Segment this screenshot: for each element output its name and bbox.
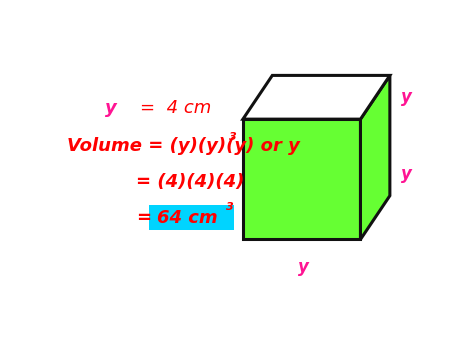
Text: =: = <box>137 208 152 226</box>
Polygon shape <box>243 75 390 119</box>
Polygon shape <box>243 119 360 239</box>
Text: y: y <box>401 165 412 183</box>
Text: Volume = (y)(y)(y) or y: Volume = (y)(y)(y) or y <box>66 137 300 155</box>
Text: 64 cm: 64 cm <box>156 208 217 226</box>
Text: =  4 cm: = 4 cm <box>140 99 211 117</box>
Text: y: y <box>105 99 117 117</box>
FancyBboxPatch shape <box>148 205 235 230</box>
Text: y: y <box>298 258 309 276</box>
Text: 3: 3 <box>226 202 233 212</box>
Text: 3: 3 <box>229 132 237 142</box>
Text: = (4)(4)(4): = (4)(4)(4) <box>137 173 245 191</box>
Text: y: y <box>401 88 412 106</box>
Polygon shape <box>360 75 390 239</box>
